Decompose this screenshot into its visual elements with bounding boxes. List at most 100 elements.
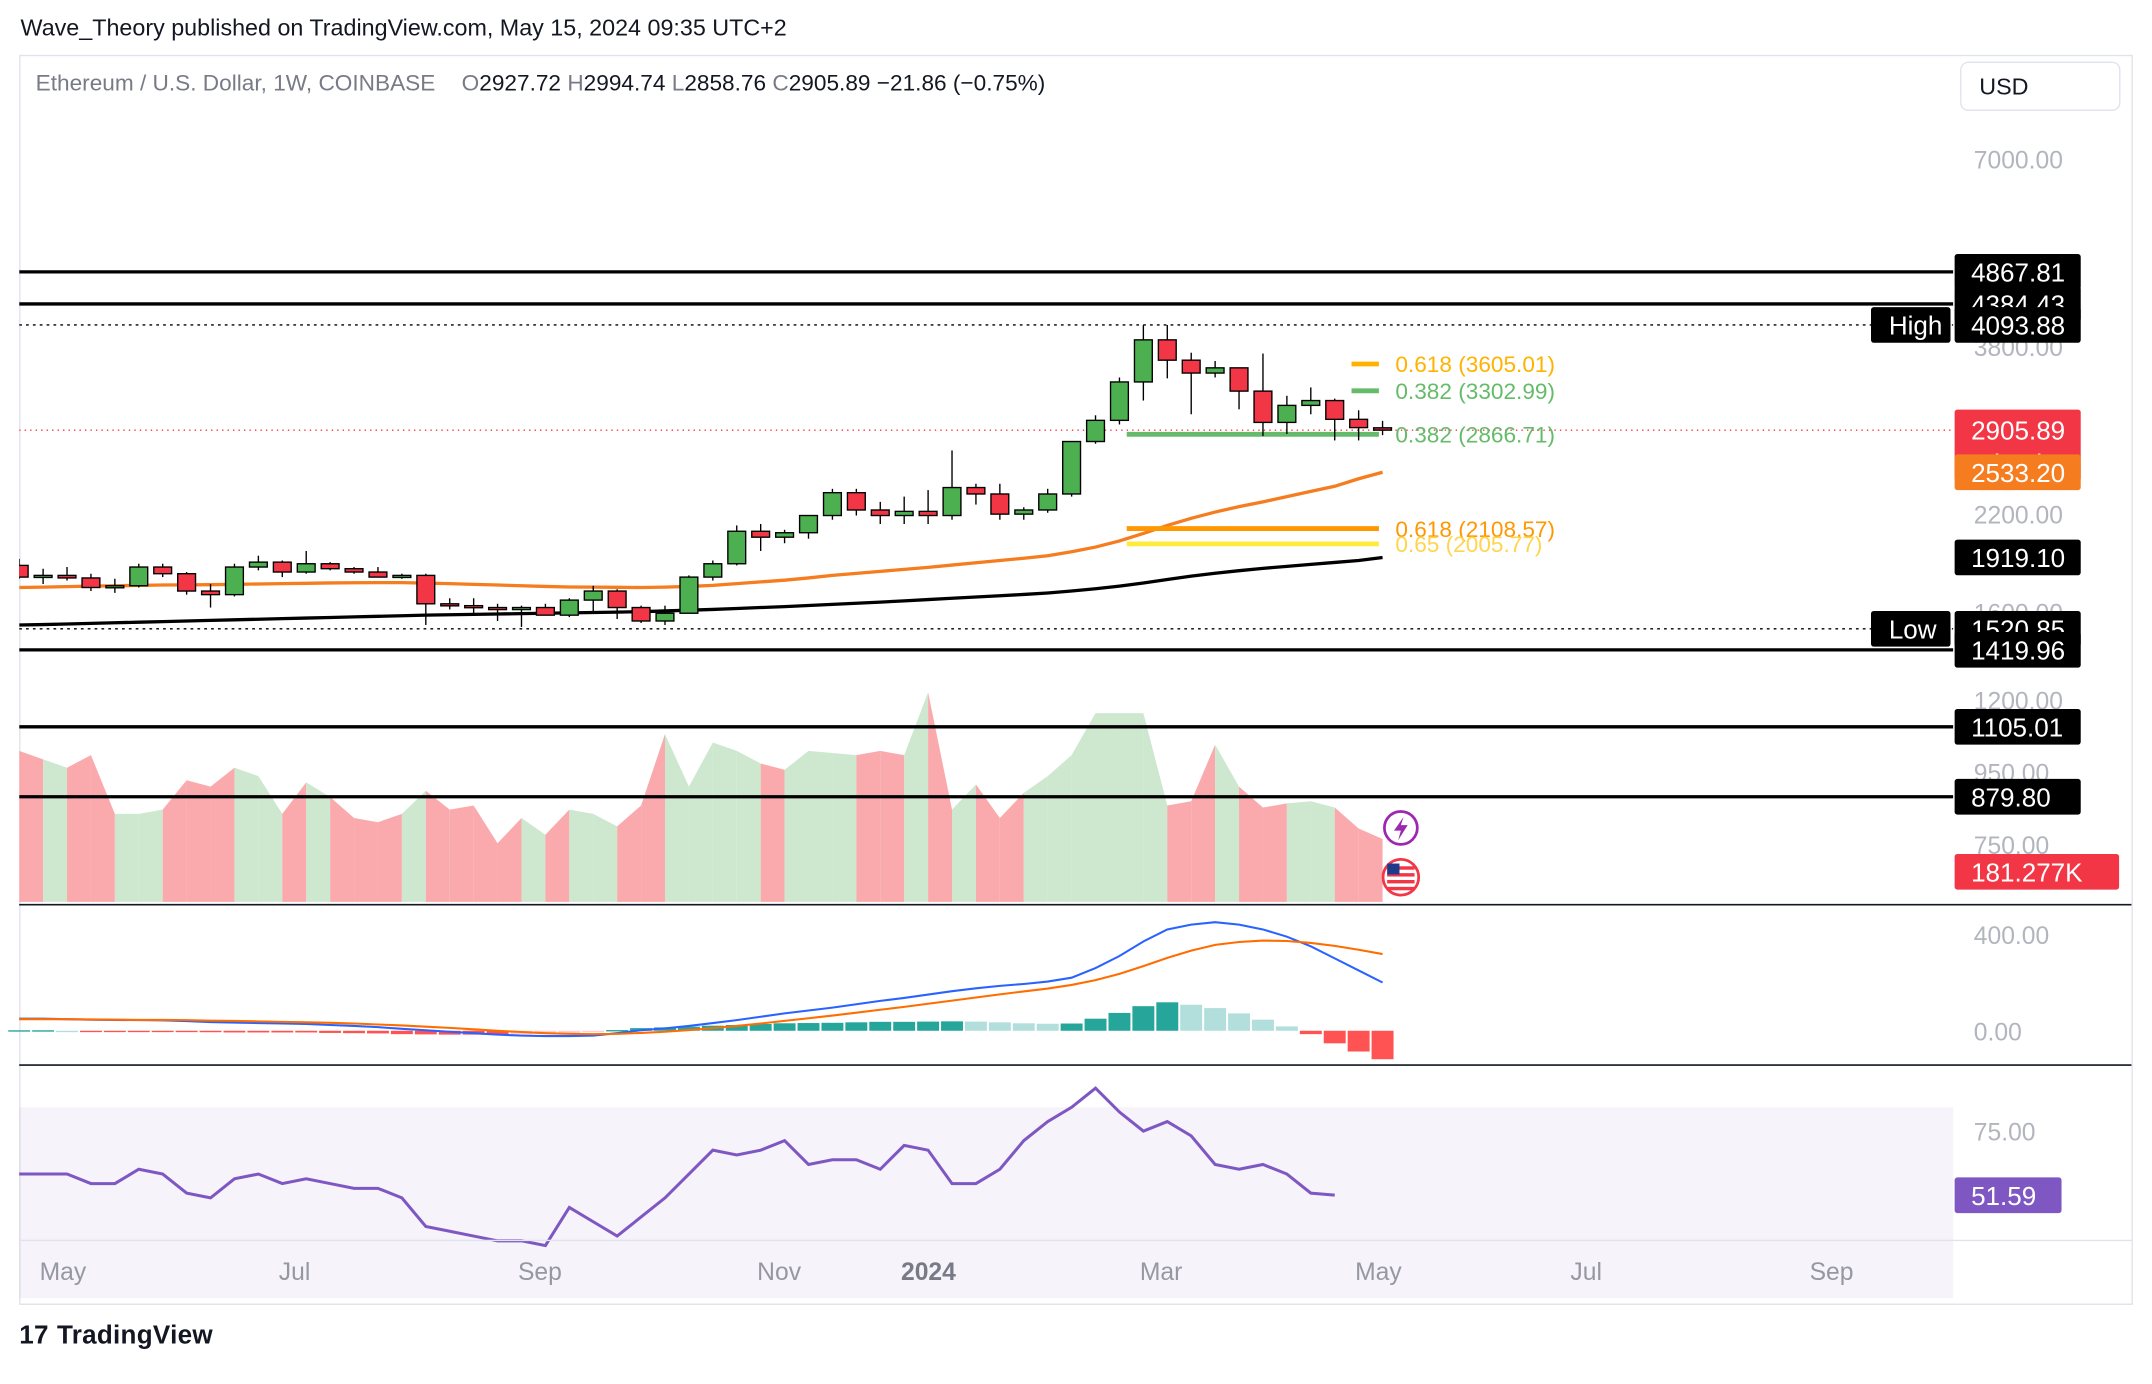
- volume-area-segment: [617, 805, 642, 902]
- macd-histogram-bar: [821, 1022, 844, 1031]
- currency-button[interactable]: USD: [1960, 61, 2121, 112]
- volume-area-segment: [162, 780, 187, 902]
- volume-area-segment: [975, 784, 1000, 902]
- time-axis-label: Jul: [1570, 1259, 1602, 1286]
- macd-histogram-bar: [1347, 1030, 1370, 1052]
- candle-down: [846, 491, 866, 511]
- low-value: 2858.76: [684, 71, 767, 96]
- volume-area-segment: [880, 750, 905, 902]
- macd-histogram-bar: [486, 1030, 509, 1035]
- macd-histogram-bar: [271, 1030, 294, 1033]
- macd-signal-line: [19, 939, 1383, 1036]
- macd-histogram-bar: [175, 1030, 198, 1033]
- macd-histogram-bar: [1156, 1002, 1179, 1031]
- macd-histogram-bar: [56, 1030, 78, 1033]
- macd-histogram-bar: [1108, 1012, 1131, 1031]
- candle-up: [703, 563, 723, 578]
- candle-up: [559, 599, 579, 616]
- symbol-name[interactable]: Ethereum / U.S. Dollar, 1W, COINBASE: [35, 71, 436, 96]
- candle-up: [727, 530, 747, 565]
- price-axis-tick: 2200.00: [1974, 503, 2063, 530]
- us-flag-icon-stripe: [1387, 873, 1415, 877]
- level-price-tag-box: [1954, 708, 2081, 745]
- time-axis-label: Sep: [518, 1259, 562, 1286]
- volume-area-segment: [1143, 713, 1168, 902]
- candle-down: [81, 577, 101, 589]
- candle-up: [1038, 493, 1058, 511]
- close-value: 2905.89: [788, 71, 871, 96]
- macd-histogram-bar: [8, 1030, 31, 1032]
- candle-up: [1062, 440, 1082, 495]
- candle-down: [1325, 399, 1345, 421]
- candle-up: [1109, 381, 1130, 422]
- macd-histogram-bar: [606, 1030, 629, 1032]
- volume-area-segment: [1334, 807, 1359, 902]
- last-price-tag-text: 2905.89: [1971, 416, 2065, 446]
- macd-histogram-bar: [1084, 1018, 1107, 1031]
- chart-frame: [19, 54, 2133, 1305]
- level-price-tag-text: 4867.81: [1971, 257, 2065, 287]
- candle-down: [918, 510, 938, 517]
- time-axis-label: Mar: [1140, 1259, 1182, 1286]
- candle-down: [200, 590, 221, 596]
- candle-up: [822, 491, 843, 517]
- candle-down: [177, 573, 197, 592]
- volume-area-segment: [999, 792, 1024, 902]
- level-price-tag-text: 4093.88: [1971, 311, 2065, 341]
- us-flag-icon-stripe: [1387, 879, 1415, 884]
- candle-up: [296, 563, 316, 573]
- volume-area-segment: [664, 734, 689, 902]
- volume-area-segment: [258, 776, 283, 902]
- macd-histogram-bar: [1228, 1013, 1251, 1031]
- candle-down: [57, 574, 77, 579]
- volume-area-segment: [1119, 713, 1144, 902]
- fib-label: 0.618 (2108.57): [1395, 517, 1555, 542]
- macd-histogram-bar: [223, 1030, 246, 1033]
- macd-histogram-bar: [725, 1024, 748, 1031]
- volume-area-segment: [138, 809, 163, 902]
- level-price-tag-box: [1954, 254, 2081, 290]
- close-label: C: [772, 71, 789, 96]
- volume-area-segment: [234, 767, 259, 902]
- change-value: −21.86 (−0.75%): [876, 71, 1046, 96]
- level-name-tag-box: [1871, 610, 1951, 647]
- macd-histogram-bar: [199, 1030, 222, 1033]
- tradingview-logo[interactable]: 17 TradingView: [19, 1321, 213, 1351]
- volume-area-segment: [760, 763, 785, 902]
- rsi-axis-tick: 75.00: [1974, 1119, 2036, 1146]
- volume-area-segment: [521, 818, 546, 902]
- volume-area-segment: [401, 790, 426, 902]
- volume-area-segment: [1071, 713, 1096, 902]
- macd-histogram-bar: [1204, 1008, 1227, 1031]
- volume-area-segment: [856, 750, 881, 902]
- candle-up: [894, 510, 914, 517]
- macd-axis-tick: 0.00: [1974, 1019, 2022, 1046]
- volume-area-segment: [377, 813, 402, 902]
- macd-histogram-bar: [1323, 1030, 1346, 1044]
- macd-histogram-bar: [1371, 1030, 1394, 1060]
- time-axis-label: Nov: [757, 1259, 802, 1286]
- candle-up: [798, 514, 819, 534]
- macd-axis-tick: 400.00: [1974, 923, 2049, 950]
- volume-area-segment: [545, 809, 570, 902]
- macd-line: [19, 921, 1384, 1038]
- macd-histogram-bar: [845, 1022, 868, 1031]
- time-axis-label: Jul: [279, 1259, 311, 1286]
- fib-label: 0.382 (3302.99): [1395, 379, 1555, 404]
- volume-area-segment: [593, 813, 618, 902]
- level-price-tag-box: [1954, 307, 2081, 343]
- volume-area-segment: [449, 805, 474, 902]
- volume-area-segment: [808, 750, 833, 902]
- volume-area-segment: [210, 767, 235, 902]
- candle-up: [679, 576, 699, 614]
- candle-down: [1181, 359, 1201, 374]
- candle-down: [487, 606, 508, 611]
- macd-histogram-bar: [79, 1030, 102, 1033]
- macd-histogram-bar: [1012, 1023, 1035, 1031]
- macd-histogram-bar: [1275, 1026, 1298, 1031]
- volume-area-segment: [306, 782, 331, 902]
- candle-down: [1157, 339, 1177, 361]
- fib-label: 0.65 (2005.77): [1395, 532, 1542, 557]
